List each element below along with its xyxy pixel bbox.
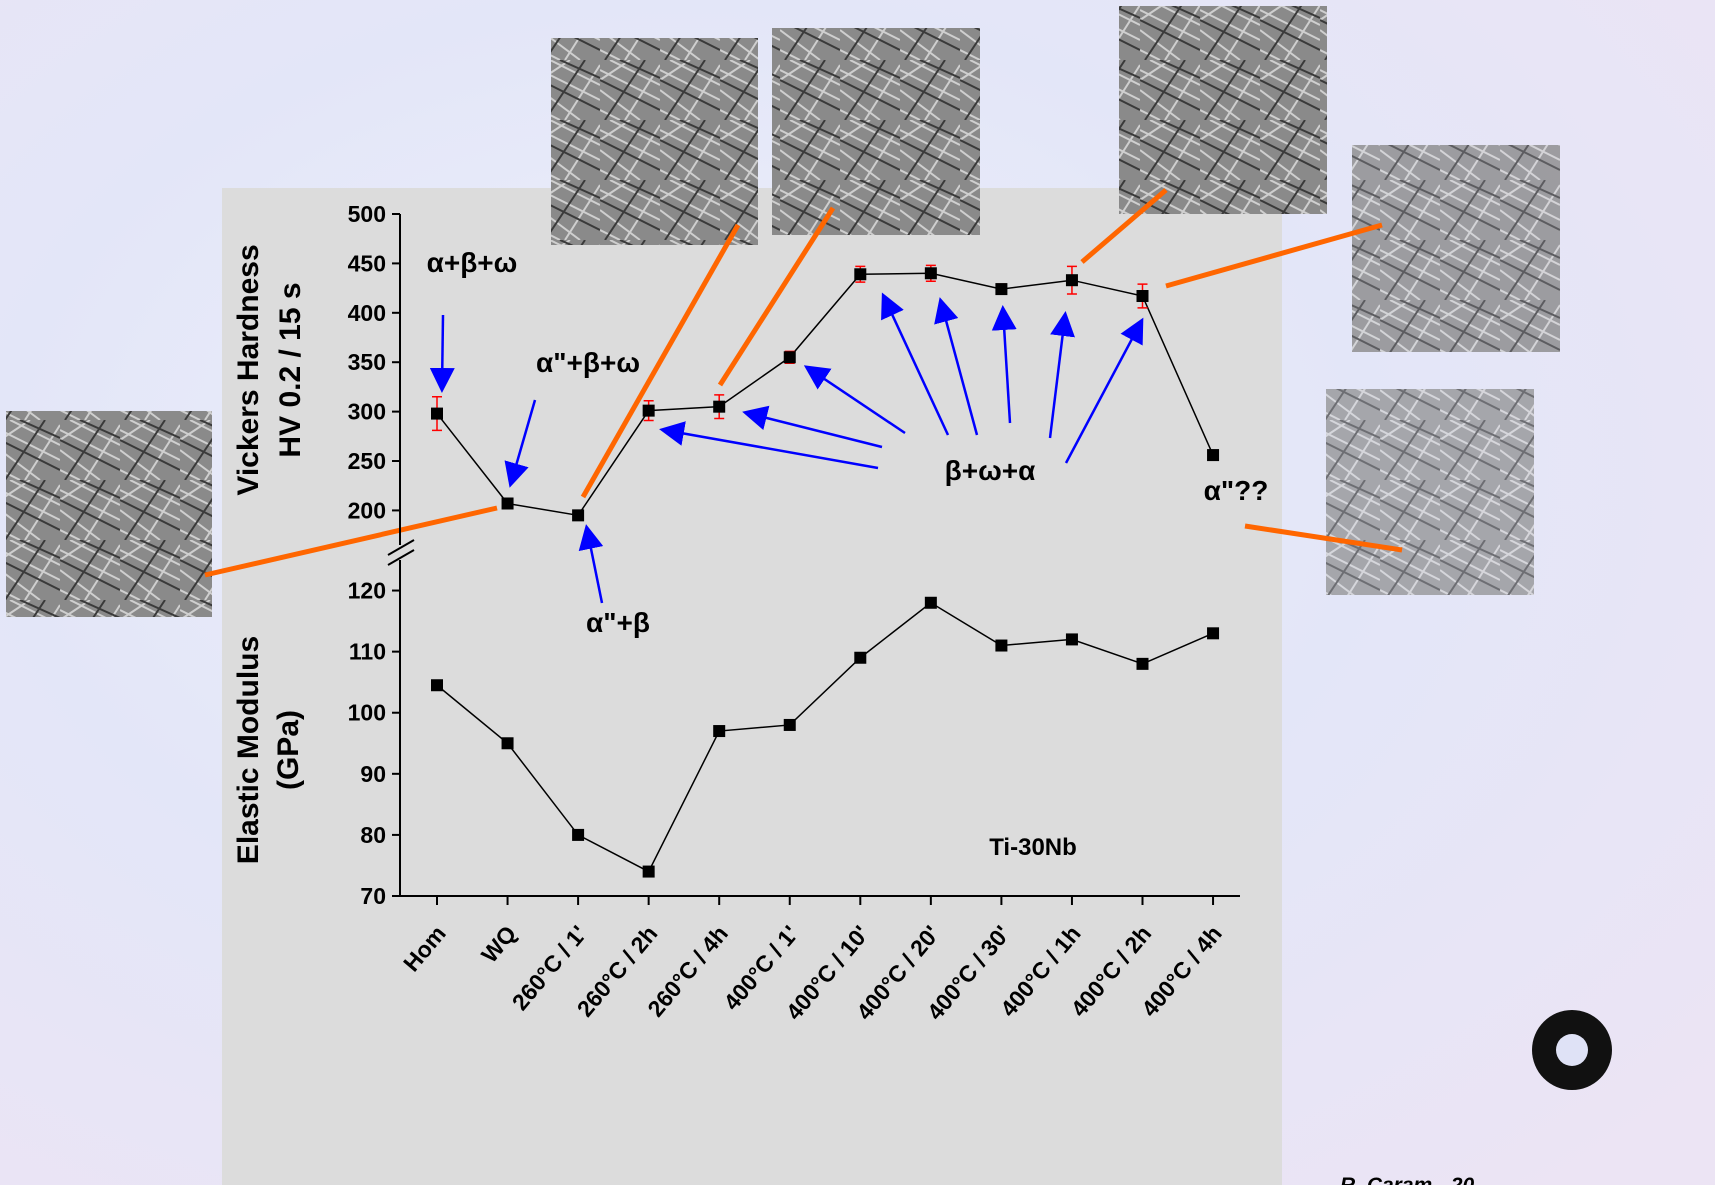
marker: [431, 679, 443, 691]
y-axis-label: Elastic Modulus: [232, 636, 265, 864]
marker: [995, 283, 1007, 295]
marker: [925, 267, 937, 279]
annotation: β+ω+α: [945, 455, 1036, 486]
micrograph: [1119, 6, 1327, 214]
y-tick-label: 100: [348, 700, 386, 726]
marker: [1137, 658, 1149, 670]
y-tick-label: 450: [348, 250, 386, 276]
marker: [502, 737, 514, 749]
annotation: α"+β: [586, 607, 650, 638]
marker: [854, 268, 866, 280]
y-tick-label: 350: [348, 349, 386, 375]
annotation: α"+β+ω: [536, 347, 640, 378]
marker: [643, 405, 655, 417]
marker: [1066, 633, 1078, 645]
marker: [431, 408, 443, 420]
y-tick-label: 80: [360, 822, 386, 848]
marker: [572, 829, 584, 841]
marker: [1207, 449, 1219, 461]
micrograph: [1352, 145, 1560, 352]
micrograph: [6, 411, 212, 617]
footer: R. Caram - 20: [1340, 1174, 1475, 1185]
y-tick-label: 110: [349, 639, 386, 665]
y-tick-label: 200: [348, 497, 386, 523]
marker: [643, 866, 655, 878]
arrow: [442, 315, 443, 388]
marker: [854, 652, 866, 664]
slide: R. Caram - 20 200 250 300 350 400 450 500 Vicke…: [0, 0, 1715, 1185]
annotation: α+β+ω: [427, 247, 518, 278]
logo-mark: [1556, 1034, 1588, 1066]
y-tick-label: 70: [360, 883, 386, 909]
y-tick-label: 90: [360, 761, 386, 787]
micrograph: [772, 28, 980, 235]
y-tick-label: 300: [348, 399, 386, 425]
page: R. Caram - 20 200 250 300 350 400 450 500 Vicke…: [0, 0, 1715, 1185]
annotation: α"??: [1204, 475, 1269, 506]
micrograph: [1326, 389, 1534, 595]
y-axis-label: HV 0.2 / 15 s: [274, 282, 307, 457]
marker: [1137, 290, 1149, 302]
marker: [925, 597, 937, 609]
marker: [502, 498, 514, 510]
y-axis-label: (GPa): [272, 710, 305, 790]
marker: [713, 401, 725, 413]
marker: [995, 640, 1007, 652]
marker: [572, 509, 584, 521]
y-tick-label: 120: [348, 578, 386, 604]
marker: [713, 725, 725, 737]
y-tick-label: 250: [348, 448, 386, 474]
marker: [1207, 627, 1219, 639]
marker: [784, 719, 796, 731]
y-axis-label: Vickers Hardness: [232, 244, 265, 495]
logo: [1532, 1010, 1612, 1090]
marker: [784, 351, 796, 363]
marker: [1066, 274, 1078, 286]
micrograph: [551, 38, 758, 245]
y-tick-label: 500: [348, 201, 386, 227]
annotation: Ti-30Nb: [989, 834, 1077, 861]
y-tick-label: 400: [348, 300, 386, 326]
